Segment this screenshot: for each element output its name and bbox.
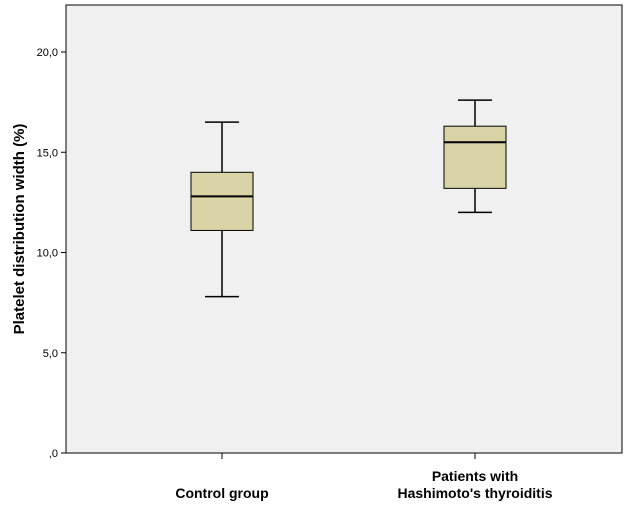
y-tick-label: 15,0 bbox=[37, 147, 58, 159]
box-1 bbox=[190, 121, 254, 298]
x-category-label: Hashimoto's thyroiditis bbox=[397, 485, 552, 501]
box-group bbox=[190, 99, 507, 298]
x-category-label: Patients with bbox=[432, 468, 518, 484]
y-tick-label: 5,0 bbox=[43, 348, 58, 360]
y-tick-label: 10,0 bbox=[37, 248, 58, 260]
iqr-box bbox=[443, 125, 507, 189]
y-tick-label: ,0 bbox=[49, 448, 58, 460]
y-axis-title: Platelet distribution width (%) bbox=[11, 124, 28, 335]
y-tick-label: 20,0 bbox=[37, 47, 58, 59]
box-2 bbox=[443, 99, 507, 214]
x-category-label: Control group bbox=[175, 485, 268, 501]
y-axis: ,0 5,0 10,0 15,0 20,0 bbox=[37, 47, 66, 460]
plot-area bbox=[65, 4, 623, 454]
iqr-box bbox=[190, 171, 254, 231]
